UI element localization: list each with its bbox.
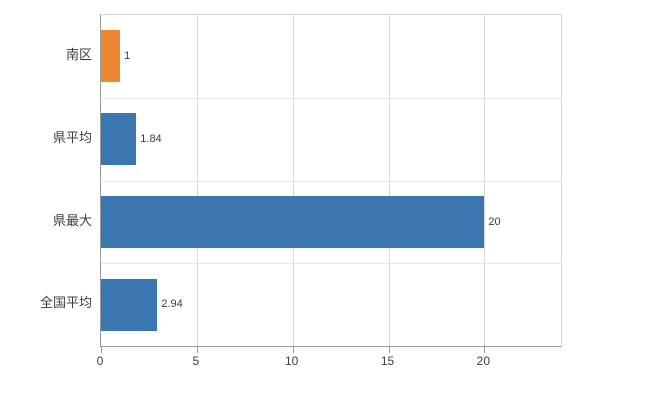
bar-value-label: 1 <box>124 50 131 62</box>
x-tick-mark <box>196 347 198 353</box>
bar <box>101 113 137 166</box>
x-tick-label: 5 <box>192 354 200 368</box>
gridline-h <box>101 97 561 99</box>
x-tick-mark <box>101 347 102 353</box>
bar <box>101 30 121 83</box>
x-tick-mark <box>484 347 486 353</box>
x-tick-mark <box>292 347 294 353</box>
bar-value-label: 1.84 <box>140 132 162 145</box>
x-tick-label: 20 <box>476 354 490 368</box>
plot-area: 1 1.84 20 2.94 <box>100 14 562 353</box>
x-tick-label: 10 <box>284 354 299 368</box>
x-tick-label: 0 <box>96 354 104 368</box>
gridline-h <box>101 180 561 182</box>
gridline-h <box>101 263 561 265</box>
x-tick-label: 15 <box>380 354 395 368</box>
bar <box>101 278 158 331</box>
bar-value-label: 20 <box>488 215 501 228</box>
bar-value-label: 2.94 <box>161 298 183 311</box>
category-label: 全国平均 <box>39 295 92 311</box>
category-label: 県最大 <box>52 212 92 228</box>
category-label: 県平均 <box>52 129 92 145</box>
x-tick-mark <box>388 347 390 353</box>
bar <box>101 195 485 248</box>
category-label: 南区 <box>65 47 92 62</box>
